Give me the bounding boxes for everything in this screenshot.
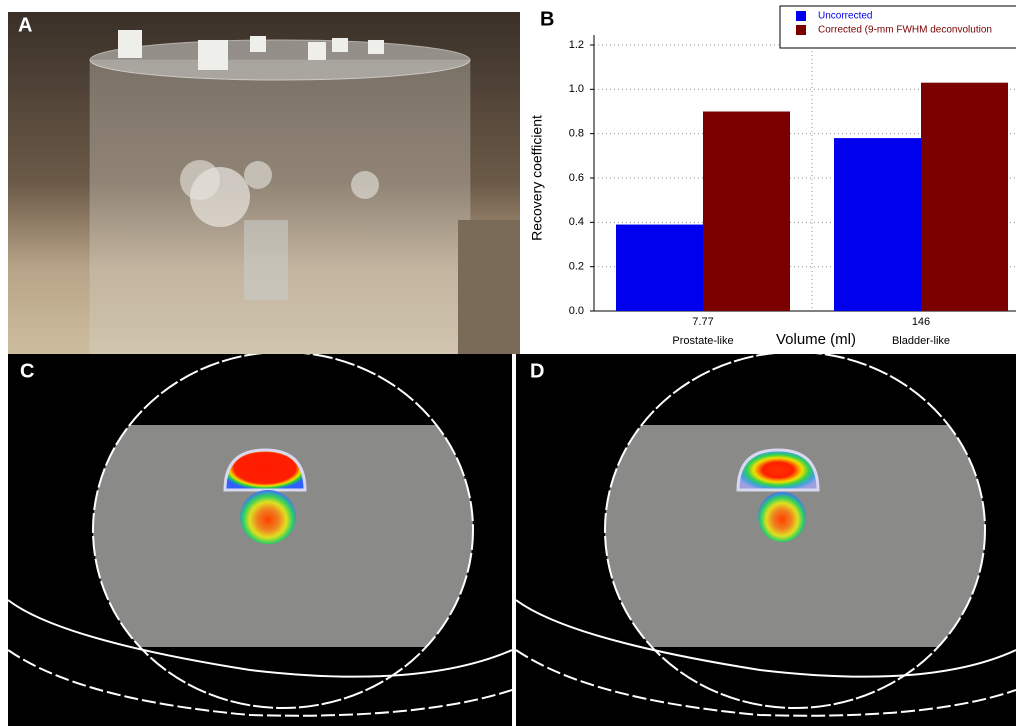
x-category-description: Prostate-like	[672, 335, 733, 347]
x-tick-label: 146	[912, 316, 930, 328]
bar	[834, 138, 921, 311]
legend-swatch	[796, 11, 806, 21]
y-tick-label: 0.6	[569, 172, 584, 184]
panel-label: C	[20, 360, 34, 382]
ct-panel	[8, 354, 512, 726]
y-tick-label: 0.4	[569, 216, 584, 228]
photo-panel	[8, 12, 520, 355]
panel-label: D	[530, 360, 544, 382]
legend-label: Corrected (9-mm FWHM deconvolution	[818, 25, 992, 36]
ct-panel	[516, 354, 1016, 726]
x-axis-label: Volume (ml)	[776, 331, 856, 348]
y-tick-label: 1.0	[569, 83, 584, 95]
legend-label: Uncorrected	[818, 11, 872, 22]
panel-label: A	[18, 14, 32, 36]
legend-box	[779, 5, 1016, 49]
bar-chart: 0.0 0.2 0.4 0.6 0.8 1.0 1.2 7.77 Prostate-like 14…	[529, 5, 1016, 348]
y-axis-label: Recovery coefficient	[529, 115, 545, 241]
panel-label: B	[540, 8, 554, 30]
bar	[703, 111, 790, 311]
bar	[921, 82, 1008, 311]
y-tick-label: 1.2	[569, 39, 584, 51]
bar	[616, 224, 703, 311]
legend-swatch	[796, 25, 806, 35]
y-tick-label: 0.2	[569, 261, 584, 273]
y-tick-label: 0.8	[569, 128, 584, 140]
x-tick-label: 7.77	[692, 316, 713, 328]
y-tick-label: 0.0	[569, 305, 584, 317]
x-category-description: Bladder-like	[892, 335, 950, 347]
